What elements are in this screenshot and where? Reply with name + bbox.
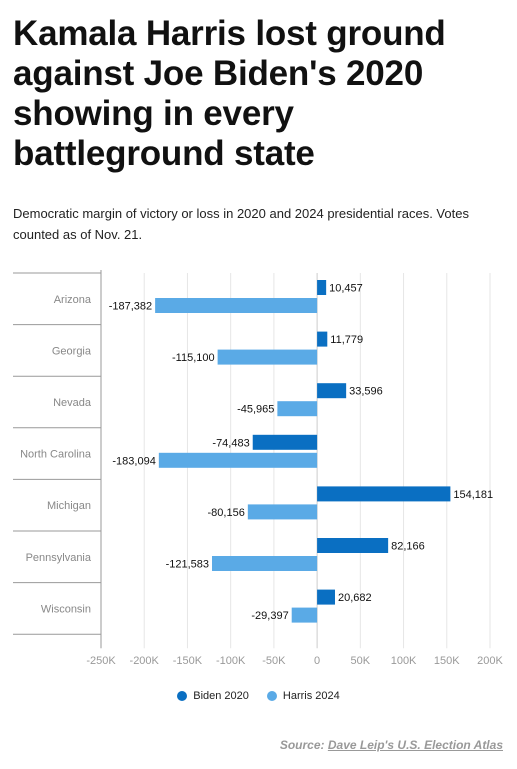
bar-harris bbox=[291, 607, 318, 623]
x-tick-label: 150K bbox=[434, 655, 460, 667]
data-label: -121,583 bbox=[166, 559, 209, 571]
category-label: Georgia bbox=[52, 345, 92, 357]
category-label: Nevada bbox=[53, 397, 92, 409]
data-label: 33,596 bbox=[349, 386, 383, 398]
bar-harris bbox=[158, 452, 318, 468]
x-tick-label: 200K bbox=[477, 655, 503, 667]
data-label: -45,965 bbox=[237, 404, 274, 416]
category-label: Arizona bbox=[54, 294, 92, 306]
bar-chart: Arizona Georgia Nevada North Carolina Michig… bbox=[13, 270, 504, 667]
category-label: North Carolina bbox=[20, 449, 92, 461]
data-label: 20,682 bbox=[338, 592, 372, 604]
x-tick-label: -250K bbox=[86, 655, 116, 667]
x-tick-label: -50K bbox=[262, 655, 286, 667]
data-label: -80,156 bbox=[208, 507, 245, 519]
x-tick-label: 50K bbox=[351, 655, 371, 667]
legend-label-harris: Harris 2024 bbox=[282, 690, 340, 702]
source-link[interactable]: Dave Leip's U.S. Election Atlas bbox=[327, 738, 503, 752]
x-tick-label: -150K bbox=[173, 655, 203, 667]
data-label: 10,457 bbox=[329, 283, 363, 295]
x-tick-label: 0 bbox=[314, 655, 320, 667]
legend-dot-harris bbox=[266, 691, 277, 701]
bar-biden bbox=[317, 589, 335, 605]
chart-legend: Biden 2020 Harris 2024 bbox=[0, 690, 517, 702]
legend-item-harris[interactable]: Harris 2024 bbox=[266, 690, 340, 702]
bar-biden bbox=[317, 331, 328, 347]
legend-item-biden[interactable]: Biden 2020 bbox=[177, 690, 249, 702]
bar-biden bbox=[317, 538, 389, 553]
x-tick-label: -200K bbox=[130, 655, 160, 667]
bar-harris bbox=[212, 556, 318, 571]
bar-biden bbox=[317, 383, 347, 399]
data-label: -115,100 bbox=[172, 352, 215, 364]
bar-biden bbox=[252, 434, 318, 450]
data-label: 11,779 bbox=[330, 334, 363, 346]
bar-harris bbox=[247, 504, 318, 520]
data-label: -183,094 bbox=[112, 455, 155, 467]
category-label: Michigan bbox=[47, 500, 91, 512]
data-label: -74,483 bbox=[212, 437, 249, 449]
bar-harris bbox=[277, 401, 318, 417]
x-tick-label: -100K bbox=[216, 655, 246, 667]
subtitle: Democratic margin of victory or loss in … bbox=[13, 206, 469, 242]
x-tick-label: 100K bbox=[391, 655, 417, 667]
source-label: Source: bbox=[279, 738, 325, 752]
headline: Kamala Harris lost ground against Joe Bi… bbox=[13, 14, 446, 173]
legend-dot-biden bbox=[177, 691, 188, 701]
category-label: Wisconsin bbox=[41, 603, 91, 615]
data-label: 154,181 bbox=[453, 489, 493, 501]
data-label: -29,397 bbox=[251, 610, 288, 622]
bar-biden bbox=[317, 486, 451, 502]
category-label: Pennsylvania bbox=[26, 552, 92, 564]
bar-biden bbox=[317, 280, 327, 295]
data-label: -187,382 bbox=[109, 301, 152, 313]
bar-harris bbox=[217, 349, 318, 365]
legend-label-biden: Biden 2020 bbox=[193, 690, 249, 702]
data-label: 82,166 bbox=[391, 541, 425, 553]
bar-harris bbox=[155, 298, 318, 313]
source-credit: Source: Dave Leip's U.S. Election Atlas bbox=[280, 738, 503, 752]
